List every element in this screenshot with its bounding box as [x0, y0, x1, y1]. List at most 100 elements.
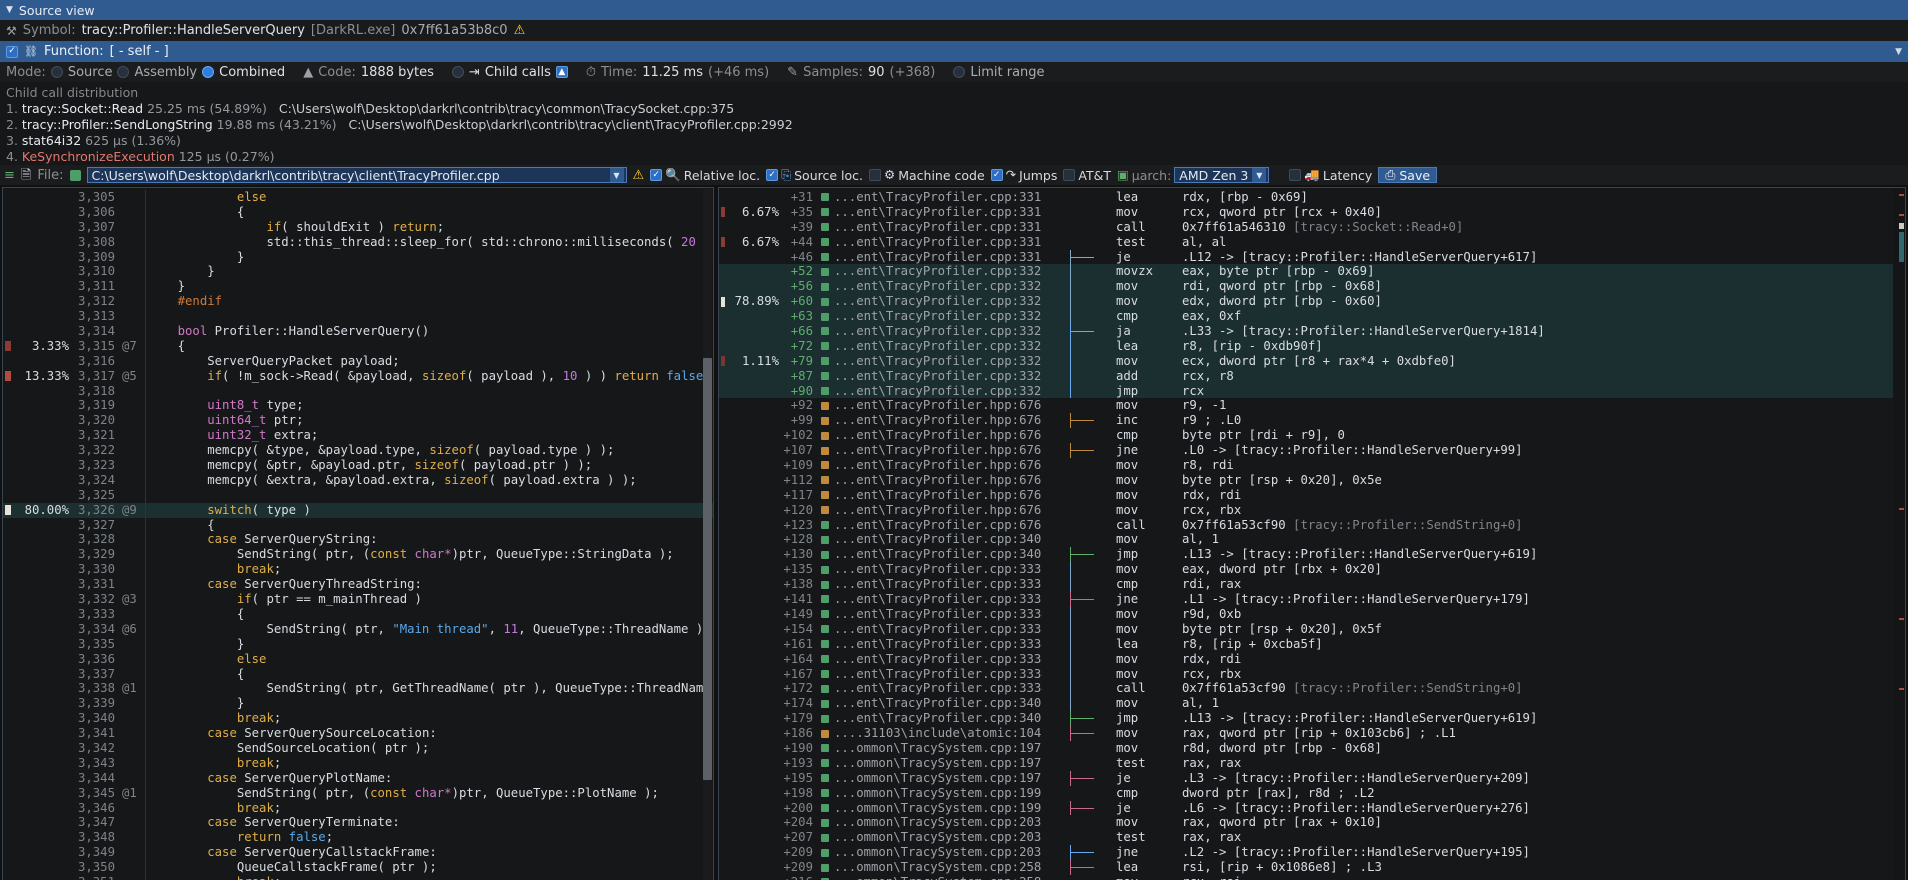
source-line[interactable]: . 3,335 }	[3, 636, 713, 652]
assembly-line[interactable]: +31 ...ent\TracyProfiler.cpp:3317 lea rdx, …	[719, 190, 1905, 205]
assembly-source-location[interactable]: ...ent\TracyProfiler.cpp:3334	[834, 681, 1042, 696]
assembly-source-location[interactable]: ...ent\TracyProfiler.hpp:676	[834, 458, 1042, 473]
assembly-source-location[interactable]: ...ommon\TracySystem.cpp:203	[834, 830, 1042, 845]
assembly-source-location[interactable]: ...ent\TracyProfiler.hpp:676	[834, 502, 1042, 517]
source-line[interactable]: . 3,305 else	[3, 190, 713, 205]
assembly-source-location[interactable]: ...ommon\TracySystem.cpp:258	[834, 860, 1042, 875]
child-call-name[interactable]: tracy::Socket::Read	[21, 101, 144, 116]
source-line[interactable]: . 3,313	[3, 309, 713, 325]
function-expand-caret-icon[interactable]: ▼	[1895, 46, 1902, 57]
assembly-source-location[interactable]: ...ent\TracyProfiler.cpp:3317	[834, 234, 1042, 249]
assembly-source-location[interactable]: ...ent\TracyProfiler.cpp:3317	[834, 249, 1042, 264]
source-line[interactable]: . 3,307 if( shouldExit ) return;	[3, 219, 713, 235]
symbol-name[interactable]: tracy::Profiler::HandleServerQuery	[81, 23, 305, 38]
assembly-line[interactable]: +128 ...ent\TracyProfiler.cpp:3401 mov al, …	[719, 532, 1905, 547]
assembly-source-location[interactable]: ...ent\TracyProfiler.cpp:3326	[834, 368, 1042, 383]
assembly-line[interactable]: +123 ...ent\TracyProfiler.cpp:676 call 0x7f…	[719, 518, 1905, 533]
source-line[interactable]: . 3,336 else	[3, 651, 713, 667]
source-line[interactable]: . 3,328 case ServerQueryString:	[3, 532, 713, 548]
assembly-line[interactable]: +172 ...ent\TracyProfiler.cpp:3334 call 0x7…	[719, 681, 1905, 697]
assembly-line[interactable]: +120 ...ent\TracyProfiler.hpp:676 mov rcx, …	[719, 503, 1905, 518]
mode-radio-source[interactable]	[50, 66, 63, 78]
file-path-dropdown-icon[interactable]: ▼	[609, 168, 624, 182]
source-line[interactable]: . 3,340 break;	[3, 711, 713, 727]
source-loc-option[interactable]: ✓ ⎘ Source loc.	[766, 168, 863, 183]
assembly-source-location[interactable]: ...ent\TracyProfiler.hpp:676	[834, 487, 1042, 502]
assembly-line[interactable]: +167 ...ent\TracyProfiler.cpp:3334 mov rcx,…	[719, 666, 1905, 682]
assembly-source-location[interactable]: ...ent\TracyProfiler.hpp:676	[834, 413, 1042, 428]
latency-checkbox[interactable]: ✓	[1289, 169, 1302, 181]
source-line[interactable]: . 3,327 {	[3, 517, 713, 533]
assembly-source-location[interactable]: ...ent\TracyProfiler.cpp:3334	[834, 666, 1042, 681]
assembly-line[interactable]: +107 ...ent\TracyProfiler.hpp:676 jne .L0 -…	[719, 443, 1905, 459]
assembly-line[interactable]: +63 ...ent\TracyProfiler.cpp:3326 cmp eax, …	[719, 309, 1905, 325]
assembly-line[interactable]: +72 ...ent\TracyProfiler.cpp:3326 lea r8, […	[719, 338, 1905, 354]
assembly-code-list[interactable]: +31 ...ent\TracyProfiler.cpp:3317 lea rdx, …	[719, 188, 1905, 880]
assembly-source-location[interactable]: ...ent\TracyProfiler.cpp:3317	[834, 190, 1042, 204]
mode-radio-assembly[interactable]	[117, 66, 130, 78]
source-line[interactable]: . 3,312 #endif	[3, 294, 713, 310]
source-line[interactable]: . 3,349 case ServerQueryCallstackFrame:	[3, 845, 713, 861]
assembly-source-location[interactable]: ...ent\TracyProfiler.cpp:676	[834, 517, 1042, 532]
source-line[interactable]: . 3,338 @1 SendString( ptr, GetThreadName(…	[3, 681, 713, 697]
warning-icon[interactable]: ⚠	[513, 23, 526, 38]
source-line[interactable]: 13.33% 3,317 @5 if( !m_sock->Read( &payloa…	[3, 368, 713, 384]
assembly-line[interactable]: +87 ...ent\TracyProfiler.cpp:3326 add rcx, …	[719, 368, 1905, 384]
assembly-source-location[interactable]: ...ent\TracyProfiler.hpp:676	[834, 428, 1042, 443]
jumps-option[interactable]: ✓ ↷ Jumps	[990, 168, 1057, 183]
source-line[interactable]: .3,351 break;	[3, 874, 713, 880]
source-line[interactable]: . 3,325	[3, 487, 713, 503]
assembly-source-location[interactable]: ...ent\TracyProfiler.cpp:3401	[834, 547, 1042, 562]
assembly-line[interactable]: +90 ...ent\TracyProfiler.cpp:3326 jmp rcx	[719, 383, 1905, 399]
limit-range-checkbox[interactable]	[953, 66, 966, 78]
child-calls-expand-icon[interactable]: ▲	[555, 66, 568, 78]
uarch-option[interactable]: ▣ µarch: AMD Zen 3 ▼	[1117, 167, 1270, 183]
assembly-minimap[interactable]	[1893, 188, 1905, 880]
assembly-line[interactable]: +56 ...ent\TracyProfiler.cpp:3326 mov rdi, …	[719, 279, 1905, 295]
source-line[interactable]: . 3,321 uint32_t extra;	[3, 428, 713, 444]
function-checkbox[interactable]: ✓	[6, 45, 18, 58]
assembly-source-location[interactable]: ...ent\TracyProfiler.cpp:3401	[834, 711, 1042, 726]
machine-code-option[interactable]: ✓ ⚙ Machine code	[868, 168, 985, 183]
source-line[interactable]: . 3,337 {	[3, 666, 713, 682]
assembly-source-location[interactable]: ...ent\TracyProfiler.cpp:3334	[834, 651, 1042, 666]
assembly-source-location[interactable]: ...ommon\TracySystem.cpp:203	[834, 845, 1042, 860]
assembly-source-location[interactable]: ...ent\TracyProfiler.cpp:3326	[834, 338, 1042, 353]
function-value[interactable]: [ - self - ]	[109, 44, 169, 59]
source-line[interactable]: . 3,322 memcpy( &type, &payload.type, siz…	[3, 443, 713, 459]
assembly-source-location[interactable]: ...ent\TracyProfiler.cpp:3326	[834, 383, 1042, 398]
assembly-line[interactable]: +209 ...ommon\TracySystem.cpp:203 jne .L2 -…	[719, 845, 1905, 861]
source-line[interactable]: . 3,314 bool Profiler::HandleServerQuery(…	[3, 324, 713, 339]
source-line[interactable]: . 3,329 SendString( ptr, (const char*)ptr…	[3, 547, 713, 563]
source-vertical-scrollbar[interactable]	[703, 189, 712, 880]
source-line[interactable]: . 3,323 memcpy( &ptr, &payload.ptr, sizeo…	[3, 458, 713, 473]
uarch-dropdown-icon[interactable]: ▼	[1252, 168, 1267, 182]
source-line[interactable]: . 3,350 QueueCallstackFrame( ptr );	[3, 860, 713, 875]
assembly-line[interactable]: +66 ...ent\TracyProfiler.cpp:3326 ja .L33 -…	[719, 324, 1905, 339]
assembly-source-location[interactable]: ...ent\TracyProfiler.cpp:3334	[834, 606, 1042, 621]
relative-loc-option[interactable]: ✓ 🔍 Relative loc.	[650, 168, 760, 183]
assembly-line[interactable]: +207 ...ommon\TracySystem.cpp:203 test rax,…	[719, 830, 1905, 845]
assembly-source-location[interactable]: ...ent\TracyProfiler.hpp:676	[834, 398, 1042, 413]
assembly-line[interactable]: +154 ...ent\TracyProfiler.cpp:3334 mov byte…	[719, 621, 1905, 637]
assembly-source-location[interactable]: ...ommon\TracySystem.cpp:258	[834, 875, 1042, 880]
source-line[interactable]: . 3,347 case ServerQueryTerminate:	[3, 815, 713, 831]
assembly-source-location[interactable]: ...ent\TracyProfiler.cpp:3317	[834, 219, 1042, 234]
assembly-source-location[interactable]: ...ommon\TracySystem.cpp:197	[834, 755, 1042, 770]
assembly-source-location[interactable]: ...ent\TracyProfiler.cpp:3326	[834, 353, 1042, 368]
source-line[interactable]: . 3,341 case ServerQuerySourceLocation:	[3, 726, 713, 741]
source-line[interactable]: . 3,345 @1 SendString( ptr, (const char*)p…	[3, 785, 713, 801]
source-line[interactable]: . 3,332 @3 if( ptr == m_mainThread )	[3, 592, 713, 607]
assembly-line[interactable]: 6.67% +44 ...ent\TracyProfiler.cpp:3317 tes…	[719, 235, 1905, 250]
assembly-line[interactable]: 6.67% +35 ...ent\TracyProfiler.cpp:3317 mov…	[719, 205, 1905, 220]
assembly-line[interactable]: +39 ...ent\TracyProfiler.cpp:3317 call 0x7f…	[719, 220, 1905, 235]
source-line[interactable]: 3.33% 3,315 @7 {	[3, 338, 713, 354]
mode-radio-combined[interactable]	[202, 66, 215, 78]
assembly-line[interactable]: +190 ...ommon\TracySystem.cpp:197 mov r8d, …	[719, 741, 1905, 756]
jumps-checkbox[interactable]: ✓	[990, 169, 1003, 181]
child-call-item[interactable]: 2. tracy::Profiler::SendLongString 19.88…	[6, 117, 1908, 133]
assembly-source-location[interactable]: ...ent\TracyProfiler.cpp:3326	[834, 279, 1042, 294]
assembly-line[interactable]: +138 ...ent\TracyProfiler.cpp:3332 cmp rdi,…	[719, 577, 1905, 593]
assembly-source-location[interactable]: ...ent\TracyProfiler.cpp:3326	[834, 294, 1042, 309]
assembly-line[interactable]: +200 ...ommon\TracySystem.cpp:199 je .L6 ->…	[719, 800, 1905, 816]
